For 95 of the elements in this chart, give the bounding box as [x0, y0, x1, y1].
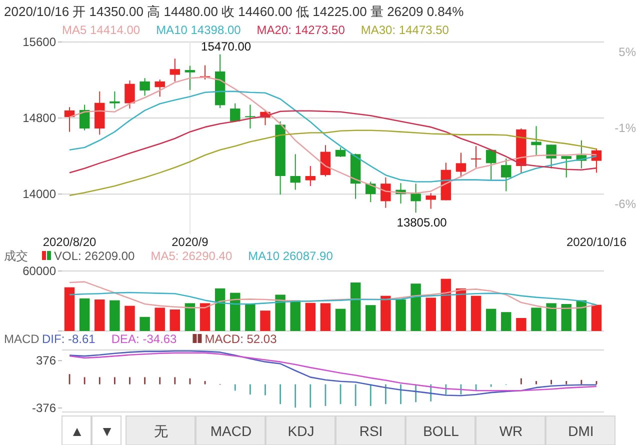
- bar: [200, 303, 210, 331]
- candlestick: [380, 176, 391, 208]
- candlestick: [154, 79, 165, 98]
- candlestick: [486, 149, 496, 180]
- annotation: 15470.00: [201, 39, 252, 54]
- text: 5%: [618, 45, 636, 59]
- bar: [501, 312, 512, 331]
- bar: [366, 305, 376, 331]
- series-label: DEA: -34.63: [111, 332, 178, 346]
- chart-title: 2020/10/16 开 14350.00 高 14480.00 收 14460.00 低 14225.00 量 26209 0.84%: [4, 4, 464, 19]
- candlestick: [561, 156, 572, 178]
- candlestick: [335, 147, 346, 158]
- x-tick-label: 2020/8/20: [42, 235, 97, 249]
- bar: [214, 288, 226, 331]
- y-tick-label: 14000: [22, 187, 56, 202]
- y-tick-label: 376: [36, 354, 56, 368]
- bar: [154, 308, 165, 331]
- x-tick-label: 2020/10/16: [566, 235, 627, 249]
- bar: [245, 304, 256, 331]
- text: KDJ: [288, 423, 314, 439]
- bar: [64, 287, 75, 331]
- text: ▲: [70, 423, 84, 439]
- bar: [140, 316, 150, 331]
- candlestick: [426, 192, 436, 210]
- text: MA30: 14473.50: [360, 23, 450, 37]
- candlestick: [456, 152, 466, 178]
- bar: [470, 296, 482, 331]
- text: MA20: 14273.50: [256, 23, 346, 37]
- candlestick: [230, 102, 240, 122]
- candlestick: [546, 144, 556, 169]
- bar: [380, 296, 391, 331]
- candlestick: [79, 104, 90, 131]
- bar: [456, 288, 466, 331]
- legend-label: MACD: 52.03: [204, 332, 278, 346]
- text: MA5 14414.00: [62, 23, 140, 37]
- annotation: 13805.00: [396, 216, 448, 230]
- candlestick: [320, 144, 331, 177]
- bar: [516, 318, 526, 331]
- text: -6%: [614, 197, 636, 212]
- bar: [531, 308, 542, 331]
- candlestick: [501, 158, 512, 192]
- bar: [426, 298, 436, 331]
- text: ▼: [100, 423, 114, 439]
- text: BOLL: [423, 423, 460, 439]
- candlestick: [470, 146, 482, 168]
- bar: [546, 303, 556, 331]
- text: DMI: [568, 423, 594, 439]
- bar: [305, 302, 316, 331]
- candlestick: [410, 183, 421, 214]
- line-series: [68, 110, 598, 174]
- series-label: DIF: -8.61: [42, 332, 96, 346]
- candlestick: [305, 166, 316, 186]
- bar: [275, 294, 286, 331]
- x-tick-label: 2020/9: [172, 235, 209, 249]
- bar: [486, 308, 496, 331]
- y-tick-label: -376: [32, 400, 56, 415]
- text: MA5: 26290.40: [150, 249, 232, 263]
- bar: [79, 298, 90, 331]
- candlestick: [110, 90, 120, 110]
- candlestick: [531, 126, 542, 156]
- text: MACD: [210, 423, 252, 439]
- y-tick-label: 60000: [22, 264, 56, 278]
- text: -1%: [614, 121, 636, 136]
- bar: [170, 310, 180, 331]
- y-tick-label: 14800: [22, 111, 56, 126]
- y-axis-title: MACD: [4, 332, 40, 346]
- text: MA10 26087.90: [248, 249, 334, 263]
- candlestick: [184, 65, 196, 90]
- legend-label: VOL: 26209.00: [54, 249, 136, 263]
- candlestick: [124, 80, 135, 110]
- bar: [396, 300, 406, 331]
- bar: [124, 306, 135, 331]
- bar: [561, 304, 572, 331]
- y-tick-label: 15600: [22, 35, 56, 49]
- bar: [260, 310, 270, 331]
- bar: [440, 278, 452, 331]
- bar: [94, 300, 105, 331]
- bar: [184, 303, 196, 331]
- text: WR: [499, 423, 523, 439]
- bar: [335, 308, 346, 331]
- text: RSI: [359, 423, 383, 439]
- text: MA10 14398.00: [156, 23, 242, 37]
- candlestick: [170, 58, 180, 82]
- bar: [110, 300, 120, 331]
- bar: [230, 292, 240, 331]
- text: 无: [154, 423, 168, 439]
- bar: [410, 284, 421, 331]
- y-axis-title: 成交: [4, 249, 28, 263]
- candlestick: [290, 154, 300, 190]
- bar: [320, 303, 331, 331]
- bar: [591, 304, 602, 331]
- candlestick: [140, 78, 150, 96]
- bar: [290, 300, 300, 331]
- candlestick: [245, 104, 256, 129]
- bar: [350, 282, 361, 331]
